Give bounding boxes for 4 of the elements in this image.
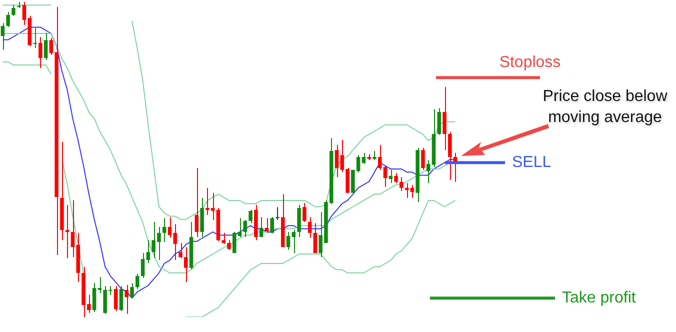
ref-line-label: SELL (512, 154, 552, 172)
text: Price close below moving average (542, 87, 668, 128)
ref-line-label: Take profit (562, 290, 636, 307)
ref-line-label: Stoploss (499, 54, 561, 72)
